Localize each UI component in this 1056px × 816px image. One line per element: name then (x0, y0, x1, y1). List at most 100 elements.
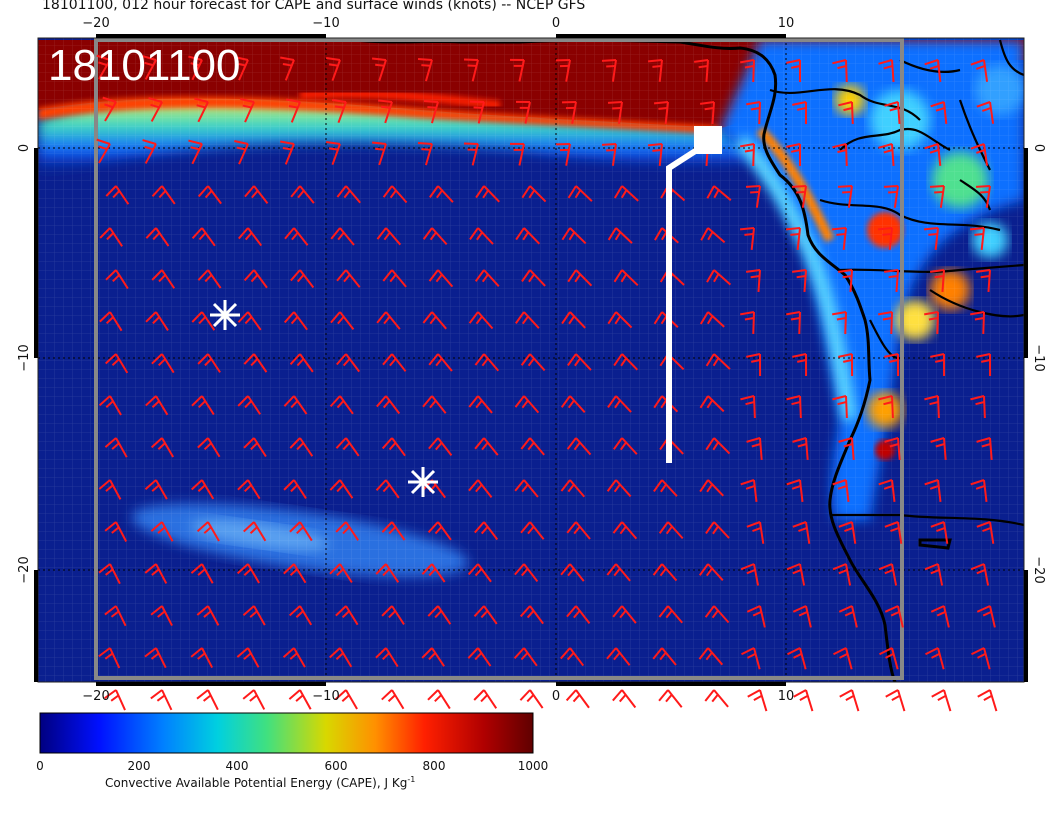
wind-barb-icon (376, 395, 401, 415)
wind-barb-icon (237, 479, 261, 500)
wind-barb-icon (237, 311, 262, 331)
colorbar-label: Convective Available Potential Energy (C… (105, 776, 408, 790)
track-line (666, 145, 702, 463)
wind-barb-icon (514, 563, 539, 583)
edge-scale-bars (34, 34, 1028, 686)
wind-barb-icon (381, 521, 406, 541)
wind-barb-icon (104, 437, 128, 458)
wind-barb-icon (381, 689, 405, 710)
marker-star-west (210, 300, 240, 330)
colorbar-tick: 600 (324, 759, 348, 773)
wind-barb-icon (746, 521, 765, 544)
x-axis-top: −20 −10 0 10 (82, 16, 794, 31)
wind-barb-icon (144, 479, 168, 500)
wind-barb-icon (601, 59, 617, 82)
wind-barb-icon (191, 479, 215, 500)
wind-barb-icon (832, 311, 847, 335)
wind-barb-icon (236, 647, 260, 668)
wind-barb-icon (282, 647, 306, 668)
wind-barb-icon (745, 269, 761, 293)
x-tick-label: −10 (312, 689, 339, 704)
wind-barb-icon (375, 479, 400, 499)
wind-barb-icon (515, 100, 531, 124)
wind-barb-icon (699, 479, 725, 497)
wind-barb-icon (606, 563, 631, 582)
wind-barb-icon (786, 479, 804, 502)
y-tick-label: −10 (1031, 344, 1046, 371)
wind-barb-icon (970, 311, 985, 335)
wind-barb-icon (606, 479, 632, 498)
wind-barb-icon (970, 143, 989, 166)
wind-barb-icon (150, 437, 175, 458)
wind-barb-icon (786, 563, 806, 586)
wind-barb-icon (885, 689, 906, 712)
wind-barb-icon (970, 563, 990, 586)
wind-barb-icon (560, 479, 586, 498)
wind-barb-icon (652, 647, 677, 666)
wind-barb-icon (977, 689, 998, 712)
wind-barb-icon (975, 269, 991, 293)
wind-barb-icon (832, 395, 848, 419)
wind-barb-icon (427, 605, 452, 625)
wind-barb-icon (746, 101, 761, 125)
wind-barb-icon (884, 605, 904, 628)
wind-barb-icon (924, 59, 942, 82)
wind-barb-icon (838, 101, 854, 125)
date-stamp: 18101100 (48, 41, 241, 90)
wind-barb-icon (791, 185, 807, 208)
wind-barb-icon (740, 143, 755, 167)
wind-barb-icon (652, 563, 678, 582)
wind-barb-icon (329, 479, 354, 499)
wind-barb-icon (561, 101, 577, 124)
wind-barb-icon (746, 353, 762, 377)
wind-barb-icon (336, 353, 361, 373)
wind-barb-icon (151, 269, 176, 289)
wind-barb-icon (151, 185, 176, 205)
wind-barb-icon (330, 227, 355, 246)
wind-barb-icon (290, 269, 315, 289)
wind-barb-icon (792, 521, 811, 544)
wind-barb-icon (428, 353, 453, 372)
x-tick-label: 10 (778, 16, 795, 31)
wind-barb-icon (329, 647, 353, 668)
wind-barb-icon (884, 353, 900, 377)
wind-barb-icon (930, 521, 949, 544)
wind-barb-icon (196, 605, 220, 626)
wind-barb-icon (747, 689, 768, 712)
wind-barb-icon (144, 563, 168, 584)
wind-barb-icon (566, 605, 591, 624)
wind-barb-icon (197, 353, 221, 373)
marker-square (694, 126, 722, 154)
wind-barb-icon (382, 269, 407, 288)
wind-barb-icon (467, 647, 492, 667)
wind-barb-icon (786, 143, 801, 166)
wind-barb-icon (427, 521, 452, 541)
wind-barb-icon (423, 99, 439, 124)
x-tick-label: −20 (82, 16, 109, 31)
wind-barb-icon (421, 647, 445, 667)
wind-barb-icon (376, 227, 402, 246)
wind-barb-icon (976, 353, 992, 377)
wind-barb-icon (463, 58, 479, 82)
wind-barb-icon (335, 605, 359, 626)
wind-barb-icon (335, 437, 360, 457)
wind-barb-icon (607, 101, 623, 124)
x-tick-label: 10 (778, 689, 795, 704)
x-axis-bottom: −20 −10 0 10 (82, 689, 794, 704)
wind-barb-icon (519, 605, 544, 625)
wind-barb-icon (286, 98, 301, 123)
wind-barb-icon (463, 142, 479, 166)
wind-barb-icon (188, 55, 203, 81)
wind-barb-icon (521, 185, 547, 203)
wind-barb-icon (197, 185, 222, 205)
wind-barb-icon (105, 185, 130, 205)
wind-barb-icon (653, 101, 669, 124)
y-axis-right: 0 −10 −20 (1031, 144, 1046, 584)
wind-barb-icon (98, 647, 121, 669)
wind-barb-icon (283, 311, 308, 331)
wind-barb-icon (142, 139, 157, 164)
wind-barb-icon (970, 479, 988, 502)
wind-barb-icon (567, 353, 592, 371)
wind-barb-icon (98, 563, 121, 585)
